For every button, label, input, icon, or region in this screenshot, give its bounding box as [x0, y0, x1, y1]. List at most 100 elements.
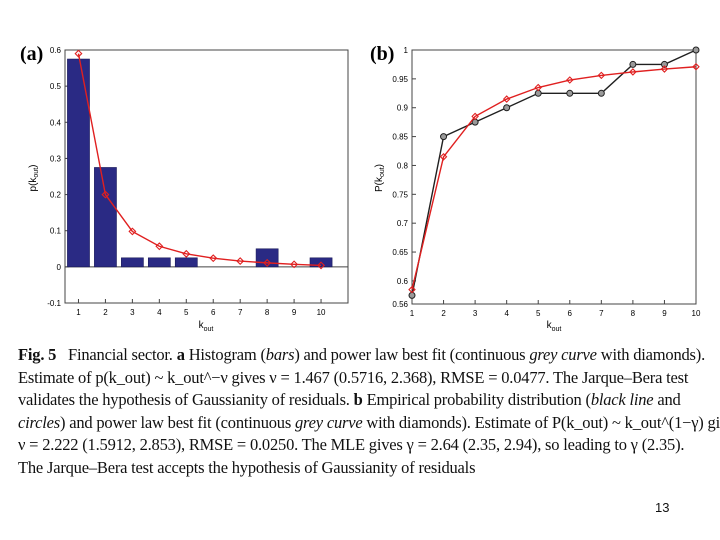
fit-diamond [155, 242, 164, 251]
caption-text: ) and power law best fit (continuous [294, 345, 526, 364]
bar [94, 167, 117, 268]
empirical-point [503, 104, 511, 112]
fit-diamond [471, 112, 479, 121]
y-tick-label: 0.2 [50, 191, 62, 200]
caption-line-4: circles) and power law best fit (continu… [18, 412, 720, 435]
caption-text: a [176, 345, 185, 364]
x-tick-label: 10 [317, 308, 326, 317]
x-tick-label: 2 [441, 309, 446, 318]
caption-text: with diamonds). Estimate of P(k_out) ~ k… [366, 412, 720, 432]
panel-b-y-label: P(kout) [374, 164, 386, 192]
empirical-line [411, 49, 697, 296]
figure: (a) -0.1 0 0.1 0.2 0.3 0.4 0.5 0.6 1 2 3 4 5 6 7 8 9 10 p… [20, 43, 701, 333]
y-tick-label: 0.7 [397, 219, 409, 228]
caption-line-2: Estimate of p(k_out) ~ k_out^−ν gives ν … [18, 367, 689, 387]
fit-diamond [317, 261, 326, 270]
x-tick-label: 6 [568, 309, 573, 318]
y-tick-label: 0.6 [50, 46, 62, 55]
panel-b-chart: (b) 0.56 0.6 0.65 0.7 0.75 0.8 0.85 0.9 0.95 1 1 2 3… [370, 43, 701, 333]
panel-b-frame [411, 49, 697, 305]
y-tick-label: 0.4 [50, 118, 62, 127]
y-tick-label: 0.8 [397, 161, 409, 170]
x-tick-label: 5 [536, 309, 541, 318]
fit-diamond [209, 254, 218, 263]
fit-line [411, 66, 697, 290]
caption-text: black line [590, 390, 654, 409]
fit-line [77, 53, 322, 267]
fit-diamond [408, 285, 416, 294]
empirical-point [692, 46, 700, 54]
y-tick-label: 0.95 [392, 75, 408, 84]
caption-line-3: validates the hypothesis of Gaussianity … [18, 389, 708, 412]
panel-a-ticks: -0.1 0 0.1 0.2 0.3 0.4 0.5 0.6 1 2 3 4 5 6 7 8 9 10 [47, 46, 348, 317]
caption-text: ) and power law best fit (continuous [59, 412, 292, 432]
panel-a-label: (a) [20, 43, 43, 65]
empirical-point [597, 89, 605, 97]
x-tick-label: 7 [599, 309, 604, 318]
x-tick-label: 1 [410, 309, 415, 318]
figure-caption: Fig. 5 Financial sector. a Histogram (ba… [18, 344, 720, 479]
caption-line-1: Fig. 5 Financial sector. a Histogram (ba… [18, 344, 708, 367]
fit-diamond [439, 153, 448, 161]
x-tick-label: 3 [473, 309, 478, 318]
y-tick-label: -0.1 [47, 299, 61, 308]
empirical-point [440, 133, 448, 141]
panel-a-bars [67, 58, 333, 268]
fit-diamond [263, 258, 272, 267]
y-tick-label: 0.56 [392, 300, 408, 309]
y-tick-label: 0.6 [397, 277, 409, 286]
empirical-point [660, 60, 668, 68]
caption-text: validates the hypothesis of Gaussianity … [18, 390, 350, 409]
bar [147, 257, 171, 268]
x-tick-label: 7 [238, 308, 243, 317]
fit-diamond [629, 68, 637, 76]
caption-text: circles [18, 412, 60, 432]
fit-diamond [290, 260, 299, 269]
y-tick-label: 1 [404, 46, 409, 55]
x-tick-label: 8 [265, 308, 270, 317]
x-tick-label: 2 [103, 308, 108, 317]
svg-text:p(kout): p(kout) [28, 165, 40, 192]
x-tick-label: 9 [662, 309, 667, 318]
fit-diamond [534, 83, 543, 92]
caption-text: bars [265, 345, 295, 364]
caption-fig-label: Fig. 5 [18, 345, 57, 364]
caption-line-5: ν = 2.222 (1.5912, 2.853), RMSE = 0.0250… [18, 435, 685, 454]
caption-text: Financial sector. [68, 345, 173, 364]
y-tick-label: 0.3 [50, 154, 62, 163]
fit-diamond [597, 71, 606, 80]
panel-a-y-label: p(kout) [28, 165, 40, 192]
y-tick-label: 0.75 [392, 190, 408, 199]
panel-a-fit-curve [74, 49, 326, 270]
y-tick-label: 0.9 [397, 104, 409, 113]
fit-diamond [182, 249, 191, 258]
caption-text: b [353, 390, 363, 409]
x-tick-label: 10 [692, 309, 701, 318]
bar [255, 248, 279, 268]
bar [67, 58, 90, 268]
caption-text: Empirical probability distribution ( [366, 390, 591, 409]
x-tick-label: 6 [211, 308, 216, 317]
y-tick-label: 0.65 [392, 248, 408, 257]
caption-text: grey curve [529, 345, 597, 364]
fit-diamond [502, 95, 511, 103]
y-tick-label: 0 [57, 263, 62, 272]
x-tick-label: 4 [504, 309, 509, 318]
x-tick-label: 8 [631, 309, 636, 318]
x-tick-label: 5 [184, 308, 189, 317]
empirical-point [566, 89, 574, 97]
caption-text: grey curve [295, 412, 363, 432]
page-number: 13 [655, 500, 670, 515]
caption-text: Histogram ( [188, 345, 266, 364]
fit-diamond [565, 76, 574, 84]
panel-a-x-label: kout [199, 320, 214, 333]
panel-b-label: (b) [370, 43, 394, 65]
panel-b-lines [408, 46, 700, 299]
x-tick-label: 1 [76, 308, 81, 317]
fit-diamond [101, 190, 110, 199]
x-tick-label: 9 [292, 308, 297, 317]
empirical-point [629, 60, 637, 68]
fit-diamond [128, 227, 137, 236]
fit-diamond [692, 62, 700, 71]
panel-a-chart: (a) -0.1 0 0.1 0.2 0.3 0.4 0.5 0.6 1 2 3 4 5 6 7 8 9 10 p… [20, 43, 349, 333]
